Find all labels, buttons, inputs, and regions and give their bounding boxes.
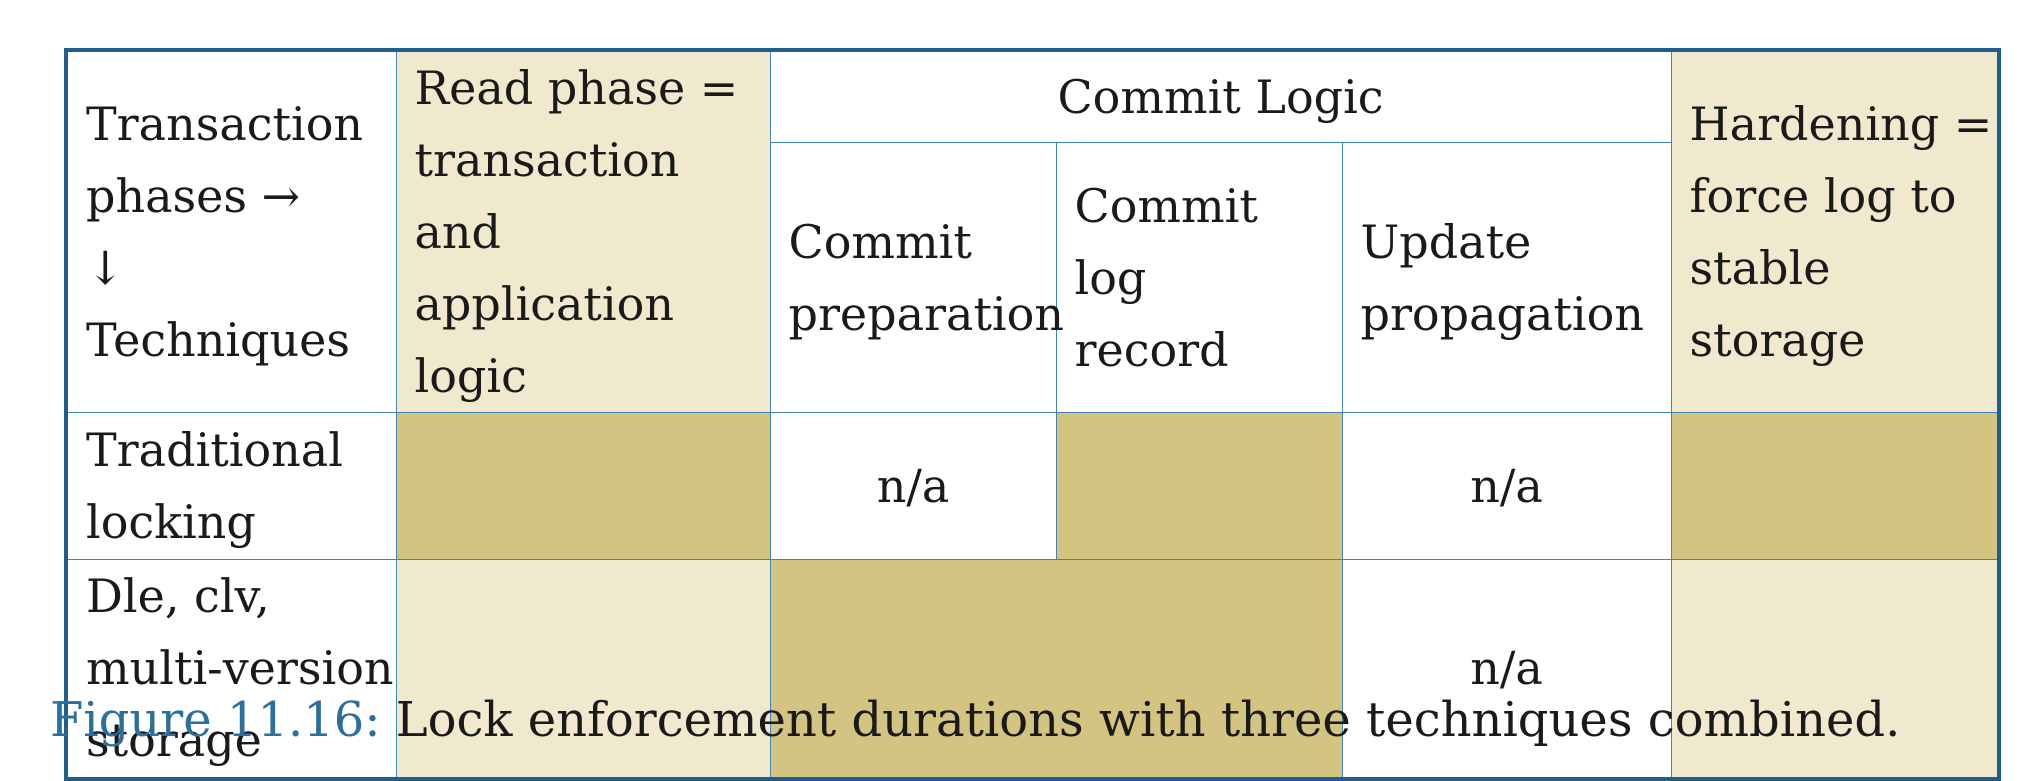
table-row: Traditional locking n/a n/a (65, 412, 2000, 560)
update-propagation-header-cell: Update propagation (1341, 142, 1672, 413)
hardening-lock-cell (1670, 412, 2000, 560)
read-phase-lock-cell (395, 412, 771, 560)
read-phase-no-lock-cell (395, 559, 771, 779)
figure-label: Figure 11.16: (50, 692, 381, 748)
figure-caption-text: Lock enforcement durations with three te… (395, 692, 1901, 748)
commit-log-record-header-cell: Commit log record (1055, 142, 1343, 413)
commit-log-record-lock-cell (1055, 412, 1343, 560)
technique-traditional-locking-cell: Traditional locking (65, 412, 397, 560)
commit-lock-cell (769, 559, 1343, 779)
techniques-header-cell: Transaction phases → ↓ Techniques (65, 49, 397, 413)
lock-durations-table: Transaction phases → ↓ Techniques Read p… (64, 48, 2002, 781)
commit-preparation-header-cell: Commit preparation (769, 142, 1064, 413)
hardening-no-lock-cell (1670, 559, 2000, 779)
technique-dle-clv-mvs-cell: Dle, clv, multi-version storage (65, 559, 397, 779)
table-row: Dle, clv, multi-version storage n/a (65, 559, 2000, 779)
figure-caption: Figure 11.16: Lock enforcement durations… (50, 690, 1900, 750)
commit-logic-header-cell: Commit Logic (769, 49, 1672, 144)
hardening-header-cell: Hardening = force log to stable storage (1670, 49, 2000, 413)
commit-preparation-na-cell: n/a (769, 412, 1057, 560)
update-propagation-na-cell: n/a (1341, 412, 1672, 560)
update-propagation-na-cell: n/a (1341, 559, 1672, 779)
read-phase-header-cell: Read phase = transaction and application… (395, 49, 771, 413)
